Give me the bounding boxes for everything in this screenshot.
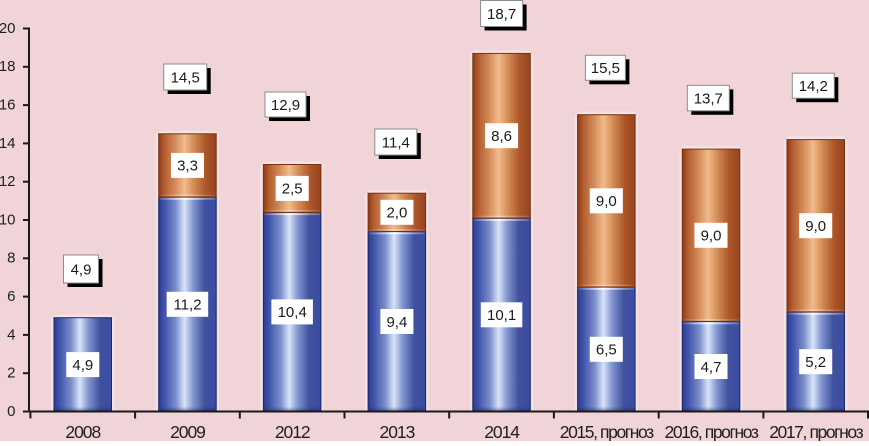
svg-text:2008: 2008: [65, 422, 100, 441]
svg-text:2017, прогноз: 2017, прогноз: [769, 422, 863, 441]
svg-text:10,1: 10,1: [487, 307, 516, 324]
svg-text:16: 16: [0, 97, 16, 114]
svg-text:14: 14: [0, 135, 16, 152]
svg-text:15,5: 15,5: [591, 60, 620, 77]
svg-text:4,9: 4,9: [72, 357, 93, 374]
svg-text:11,2: 11,2: [173, 297, 201, 314]
svg-text:18,7: 18,7: [487, 6, 516, 23]
svg-text:10,4: 10,4: [278, 304, 307, 321]
svg-text:2012: 2012: [275, 422, 310, 441]
svg-text:11,4: 11,4: [382, 134, 410, 151]
svg-text:2014: 2014: [484, 422, 520, 441]
svg-text:4: 4: [7, 326, 15, 343]
svg-text:10: 10: [0, 211, 16, 228]
svg-text:9,4: 9,4: [386, 314, 407, 331]
svg-text:6,5: 6,5: [596, 342, 617, 359]
svg-text:2,0: 2,0: [386, 205, 407, 222]
svg-text:2016, прогноз: 2016, прогноз: [664, 422, 758, 441]
svg-text:2: 2: [7, 365, 15, 382]
svg-text:5,2: 5,2: [805, 354, 826, 371]
svg-text:14,5: 14,5: [171, 69, 200, 86]
svg-text:20: 20: [0, 20, 16, 37]
svg-text:12: 12: [0, 173, 16, 190]
svg-text:3,3: 3,3: [177, 158, 198, 175]
svg-text:4,7: 4,7: [701, 359, 722, 376]
svg-text:14,2: 14,2: [799, 78, 828, 95]
svg-text:2015, прогноз: 2015, прогноз: [560, 422, 654, 441]
svg-text:4,9: 4,9: [71, 261, 92, 278]
svg-text:0: 0: [7, 403, 15, 420]
svg-text:2013: 2013: [380, 422, 415, 441]
svg-text:2,5: 2,5: [282, 181, 303, 198]
svg-text:8: 8: [7, 250, 15, 267]
svg-text:9,0: 9,0: [701, 228, 722, 245]
svg-text:2009: 2009: [170, 422, 205, 441]
svg-text:6: 6: [7, 288, 15, 305]
svg-text:18: 18: [0, 58, 16, 75]
svg-text:12,9: 12,9: [271, 97, 300, 114]
svg-text:13,7: 13,7: [694, 90, 723, 107]
svg-text:9,0: 9,0: [596, 193, 617, 210]
svg-text:9,0: 9,0: [805, 218, 826, 235]
svg-text:8,6: 8,6: [491, 128, 512, 145]
